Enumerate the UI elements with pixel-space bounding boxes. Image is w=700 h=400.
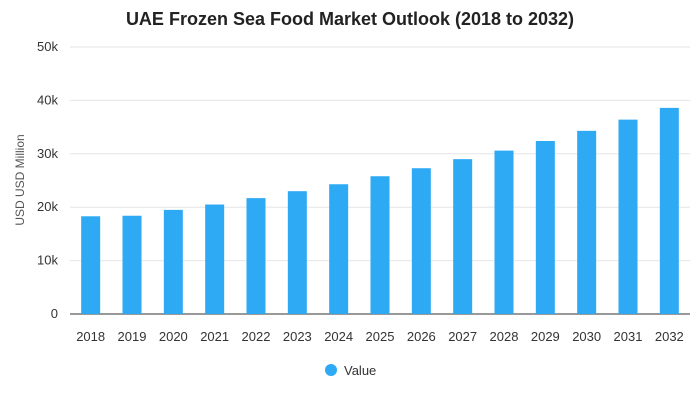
y-tick-label: 0 bbox=[51, 306, 58, 321]
y-tick-label: 20k bbox=[37, 199, 58, 214]
y-tick-label: 40k bbox=[37, 92, 58, 107]
y-tick-label: 50k bbox=[37, 39, 58, 54]
bar-2030 bbox=[577, 130, 597, 314]
x-tick-label: 2018 bbox=[76, 329, 105, 344]
bar-2031 bbox=[618, 119, 638, 315]
bar-2023 bbox=[287, 191, 307, 314]
bars bbox=[81, 107, 679, 315]
bar-2029 bbox=[535, 140, 555, 314]
bar-2019 bbox=[122, 215, 142, 314]
legend-label-value: Value bbox=[344, 363, 376, 378]
x-tick-label: 2027 bbox=[448, 329, 477, 344]
x-tick-label: 2029 bbox=[531, 329, 560, 344]
x-tick-label: 2021 bbox=[200, 329, 229, 344]
bar-2028 bbox=[494, 150, 514, 314]
bar-2025 bbox=[370, 176, 390, 314]
bar-2024 bbox=[329, 184, 349, 314]
x-tick-label: 2020 bbox=[159, 329, 188, 344]
bar-2021 bbox=[205, 204, 225, 314]
y-tick-label: 30k bbox=[37, 146, 58, 161]
bar-2032 bbox=[659, 107, 679, 314]
x-tick-label: 2028 bbox=[490, 329, 519, 344]
x-tick-label: 2023 bbox=[283, 329, 312, 344]
bar-2022 bbox=[246, 198, 266, 314]
x-tick-label: 2024 bbox=[324, 329, 353, 344]
bar-2026 bbox=[411, 168, 431, 314]
x-tick-label: 2019 bbox=[118, 329, 147, 344]
x-axis-ticks: 2018 2019 2020 2021 2022 2023 2024 2025 2026 2027… bbox=[76, 329, 684, 344]
legend-swatch-value bbox=[325, 364, 337, 376]
bar-2020 bbox=[163, 209, 183, 314]
bar-2018 bbox=[81, 216, 101, 314]
y-tick-label: 10k bbox=[37, 253, 58, 268]
x-tick-label: 2026 bbox=[407, 329, 436, 344]
x-tick-label: 2030 bbox=[572, 329, 601, 344]
x-tick-label: 2031 bbox=[614, 329, 643, 344]
bar-2027 bbox=[453, 159, 473, 314]
x-tick-label: 2022 bbox=[242, 329, 271, 344]
x-tick-label: 2032 bbox=[655, 329, 684, 344]
y-axis-ticks: 0 10k 20k 30k 40k 50k bbox=[37, 39, 58, 321]
x-tick-label: 2025 bbox=[366, 329, 395, 344]
legend: Value bbox=[325, 363, 376, 378]
y-axis-label: USD USD Million bbox=[13, 134, 27, 225]
chart-title: UAE Frozen Sea Food Market Outlook (2018… bbox=[126, 9, 574, 29]
